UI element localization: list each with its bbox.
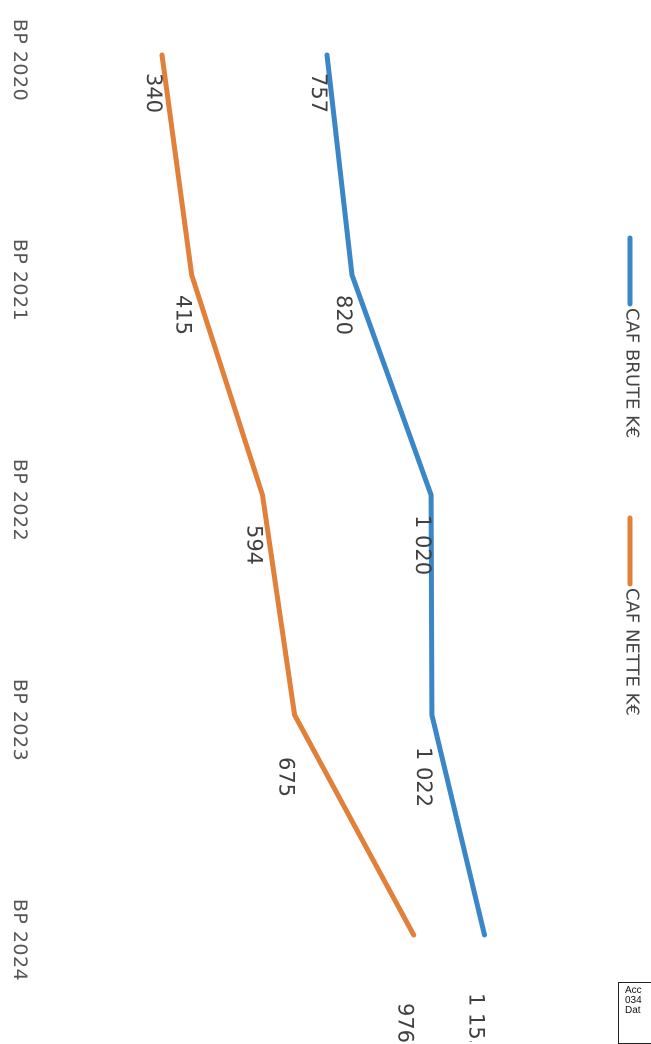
data-label: 757: [307, 73, 331, 113]
tick-label: BP 2021: [9, 239, 31, 321]
receipt-stamp: Acc 034 Dat: [618, 982, 651, 1044]
data-label: 340: [142, 73, 166, 113]
data-label: 415: [172, 295, 196, 335]
legend-label: CAF NETTE K€: [622, 588, 643, 716]
data-label: 1 022: [412, 747, 436, 807]
data-label: 594: [243, 525, 267, 565]
data-label: 976: [394, 1003, 418, 1042]
data-label: 820: [332, 295, 356, 335]
data-label: 1 020: [411, 515, 435, 575]
series-line: [324, 52, 487, 938]
series-line: [159, 52, 417, 938]
stamp-line-2: 034: [625, 995, 642, 1006]
stamp-line-1: Acc: [625, 985, 642, 996]
stamp-line-3: Dat: [625, 1005, 641, 1016]
tick-label: BP 2022: [9, 459, 31, 541]
data-label: 1 155: [465, 993, 489, 1042]
data-label: 675: [275, 757, 299, 797]
tick-label: BP 2024: [9, 899, 31, 981]
legend-label: CAF BRUTE K€: [622, 308, 643, 438]
tick-label: BP 2023: [9, 679, 31, 761]
tick-label: BP 2020: [9, 19, 31, 101]
